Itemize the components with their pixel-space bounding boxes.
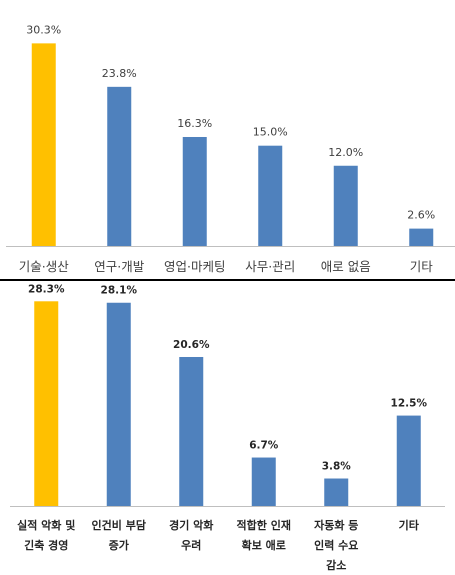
data-label: 23.8%	[102, 67, 137, 80]
category-label: 증가	[109, 538, 129, 552]
category-label: 영업·마케팅	[164, 259, 225, 274]
bar	[31, 43, 56, 247]
bar	[34, 301, 59, 506]
data-label: 15.0%	[253, 126, 288, 139]
category-label: 자동화 등	[314, 518, 358, 532]
category-label: 기타	[410, 259, 434, 274]
data-label: 30.3%	[26, 23, 61, 36]
bar	[179, 356, 204, 506]
data-label: 16.3%	[177, 117, 212, 130]
data-label: 28.3%	[28, 283, 65, 295]
bar-chart-1: 30.3% 기술·생산 23.8% 연구·개발 16.3% 영업·마케팅 15.0% 사무·관…	[6, 23, 455, 274]
bar	[409, 228, 434, 246]
category-label: 우려	[181, 538, 201, 552]
category-label: 기타	[399, 518, 420, 532]
data-label: 20.6%	[173, 339, 210, 351]
category-label: 경기 악화	[169, 518, 213, 532]
category-label: 사무·관리	[245, 259, 295, 274]
data-label: 28.1%	[101, 285, 138, 297]
bar	[396, 415, 421, 506]
category-label: 인력 수요	[314, 538, 358, 552]
category-label: 적합한 인재	[237, 518, 291, 532]
category-label: 기술·생산	[19, 259, 69, 274]
data-label: 12.5%	[391, 398, 428, 410]
data-label: 12.0%	[328, 146, 363, 159]
bar	[106, 302, 131, 506]
category-label: 실적 악화 및	[17, 518, 75, 532]
data-label: 6.7%	[249, 440, 279, 452]
bar	[107, 86, 132, 247]
bar	[251, 457, 276, 506]
bar	[182, 136, 207, 246]
data-label: 2.6%	[407, 209, 435, 222]
bar	[324, 478, 349, 506]
category-label: 확보 애로	[242, 538, 286, 552]
data-label: 3.8%	[322, 461, 352, 473]
category-label: 인건비 부담	[92, 518, 146, 532]
category-label: 연구·개발	[94, 259, 144, 274]
category-label: 애로 없음	[321, 259, 371, 274]
category-label: 긴축 경영	[24, 538, 68, 552]
bar	[258, 145, 283, 246]
bar	[333, 165, 358, 246]
category-label: 감소	[326, 558, 346, 572]
